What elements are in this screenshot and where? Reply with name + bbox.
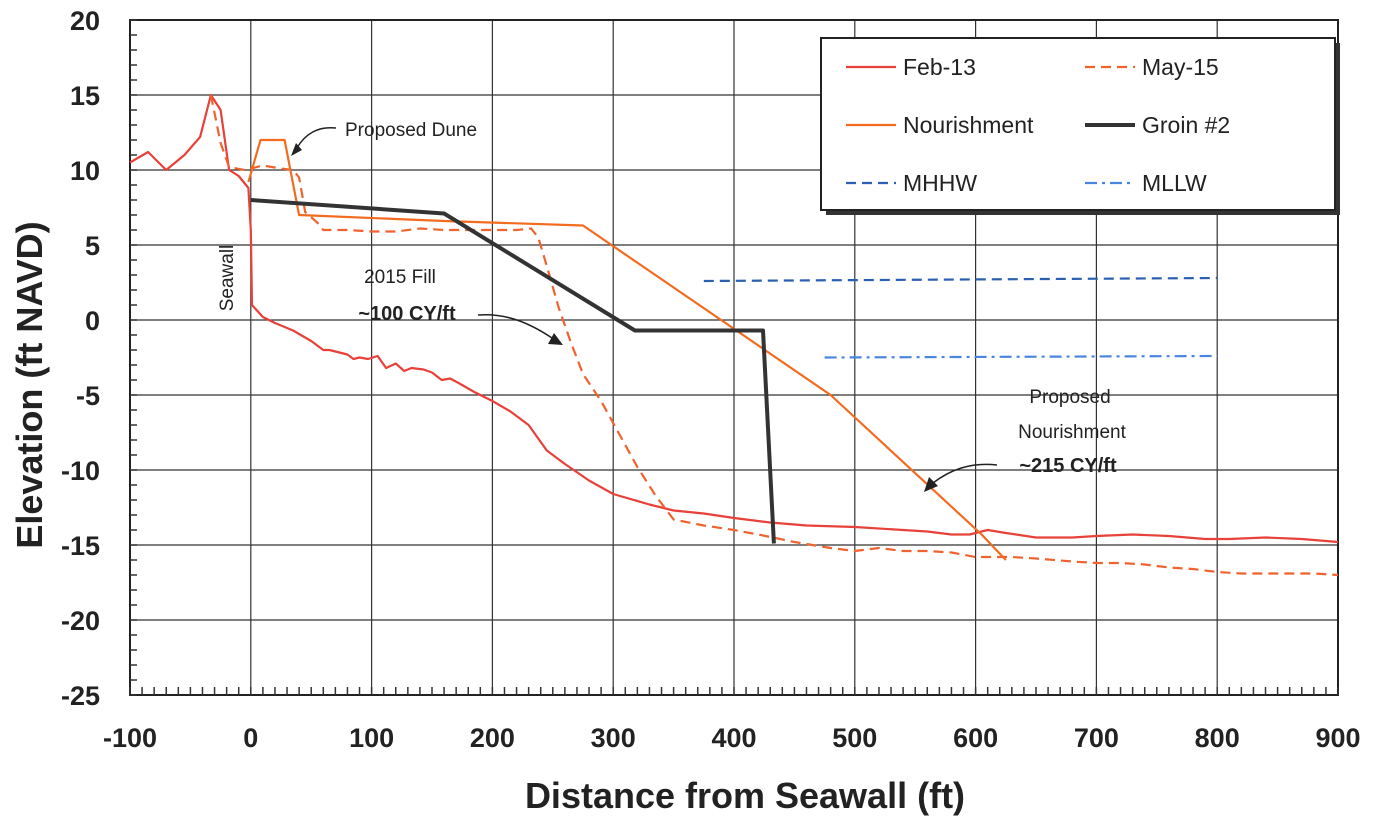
legend-label: Nourishment xyxy=(903,112,1034,138)
annotation-2015-fill-line2: ~100 CY/ft xyxy=(358,303,456,325)
y-tick-label: 15 xyxy=(70,81,100,111)
tick-labels: -100 0 100 200 300 400 500 600 700 800 900 20 15 10 5 0… xyxy=(61,6,1361,753)
x-tick-label: 200 xyxy=(470,723,515,753)
legend-label: May-15 xyxy=(1142,54,1219,80)
annotation-proposed-nourishment-line3: ~215 CY/ft xyxy=(1019,455,1117,477)
x-tick-label: 400 xyxy=(711,723,756,753)
annotation-arrow-dune xyxy=(296,126,337,149)
x-axis-title: Distance from Seawall (ft) xyxy=(525,775,965,816)
annotation-2015-fill-line1: 2015 Fill xyxy=(364,267,436,288)
legend: Feb-13 May-15 Nourishment Groin #2 MHHW MLLW xyxy=(820,37,1340,215)
x-tick-label: 100 xyxy=(349,723,394,753)
x-tick-label: 500 xyxy=(832,723,877,753)
x-tick-label: 300 xyxy=(591,723,636,753)
legend-label: MHHW xyxy=(903,170,977,196)
y-axis-title: Elevation (ft NAVD) xyxy=(9,221,50,548)
legend-label: MLLW xyxy=(1142,170,1207,196)
y-tick-label: 10 xyxy=(70,156,100,186)
x-tick-label: -100 xyxy=(103,723,157,753)
minor-ticks xyxy=(129,19,1339,696)
y-tick-label: 20 xyxy=(70,6,100,36)
annotation-arrow-nourishment xyxy=(932,463,998,484)
series-groin-2-line xyxy=(250,198,776,544)
y-tick-label: -20 xyxy=(61,606,100,636)
y-tick-label: -5 xyxy=(76,381,100,411)
series-mhhw-line xyxy=(703,276,1218,283)
annotation-proposed-nourishment-line1: Proposed xyxy=(1029,387,1110,408)
legend-box xyxy=(820,37,1336,211)
y-tick-label: -25 xyxy=(61,681,100,711)
legend-label: Feb-13 xyxy=(903,54,976,80)
y-tick-label: 5 xyxy=(85,231,100,261)
y-tick-label: -15 xyxy=(61,531,100,561)
annotation-arrow-fill xyxy=(477,313,553,339)
y-tick-label: -10 xyxy=(61,456,100,486)
annotation-arrowhead-fill xyxy=(548,333,563,345)
x-tick-label: 700 xyxy=(1074,723,1119,753)
annotation-seawall: Seawall xyxy=(217,245,238,312)
series-may-15-line xyxy=(209,94,1339,577)
annotation-proposed-dune: Proposed Dune xyxy=(345,120,477,141)
annotation-arrowhead-dune xyxy=(291,143,302,156)
x-tick-label: 800 xyxy=(1195,723,1240,753)
legend-label: Groin #2 xyxy=(1142,112,1230,138)
series-feb-13-line xyxy=(129,93,1339,544)
annotation-arrowhead-nourishment xyxy=(924,477,938,492)
series-group xyxy=(129,93,1339,577)
annotation-proposed-nourishment-line2: Nourishment xyxy=(1018,422,1126,443)
x-tick-label: 600 xyxy=(953,723,998,753)
series-mllw-line xyxy=(824,354,1218,359)
x-tick-label: 900 xyxy=(1315,723,1360,753)
y-tick-label: 0 xyxy=(85,306,100,336)
x-tick-label: 0 xyxy=(243,723,258,753)
